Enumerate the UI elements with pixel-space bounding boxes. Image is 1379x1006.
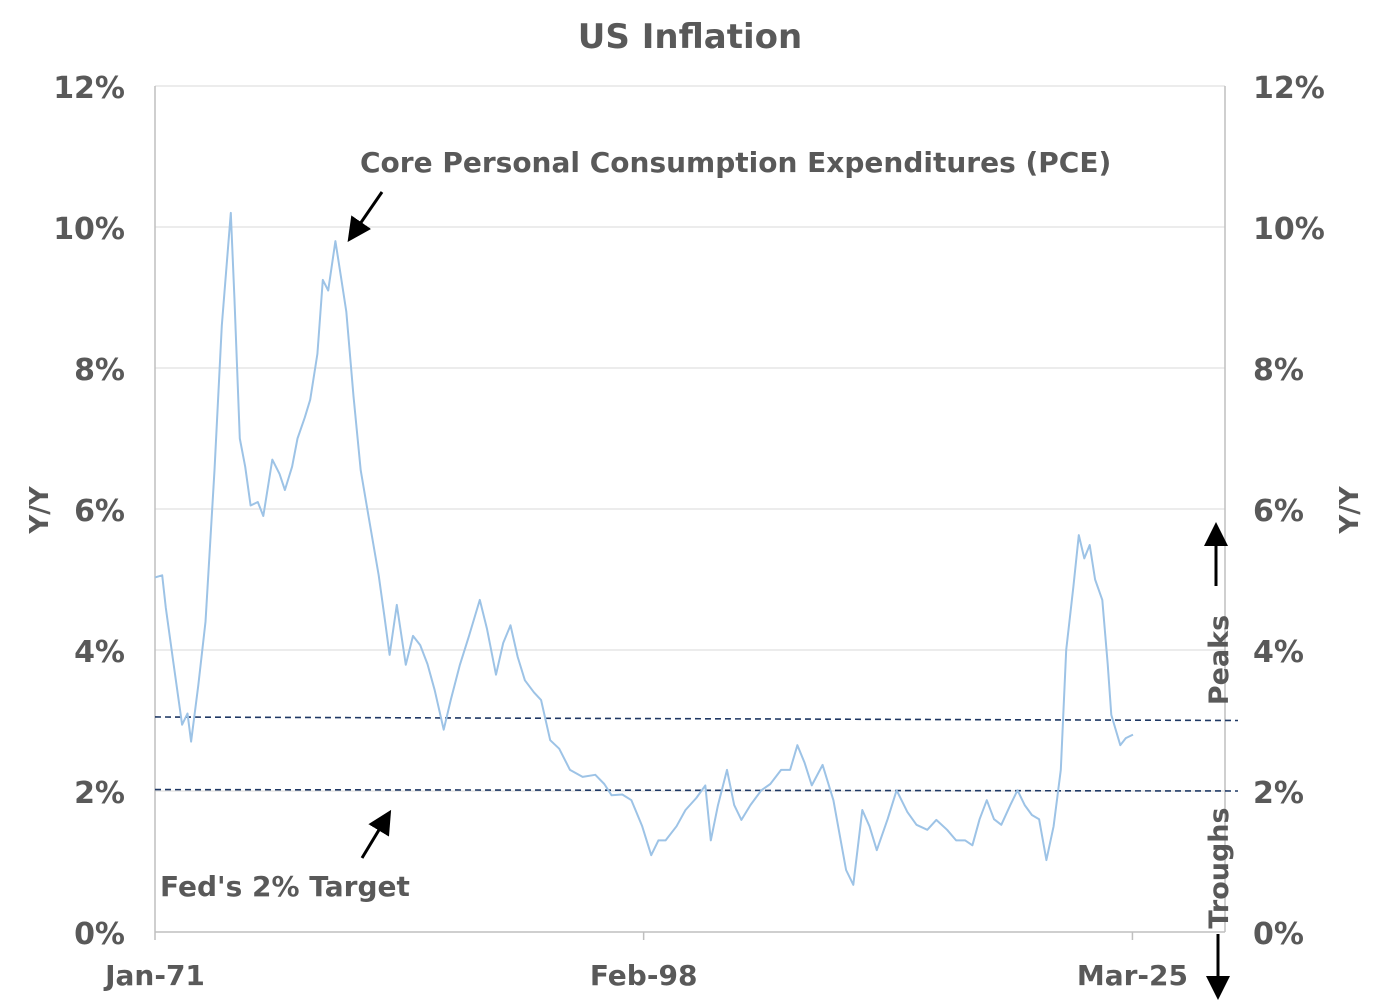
- chart-title: US Inflation: [578, 17, 802, 57]
- y-tick-label-left: 6%: [74, 494, 125, 529]
- y-tick-label-right: 6%: [1253, 494, 1304, 529]
- pce-annotation: Core Personal Consumption Expenditures (…: [360, 146, 1111, 179]
- y-tick-label-left: 12%: [53, 71, 125, 106]
- fed-target-arrow: [360, 809, 392, 859]
- y-tick-label-right: 0%: [1253, 917, 1304, 952]
- troughs-label: Troughs: [1204, 807, 1235, 928]
- y-tick-label-right: 10%: [1253, 212, 1325, 247]
- y-tick-label-right: 4%: [1253, 635, 1304, 670]
- y-tick-label-left: 10%: [53, 212, 125, 247]
- y-tick-label-right: 8%: [1253, 353, 1304, 388]
- y-tick-label-left: 8%: [74, 353, 125, 388]
- fed-target-annotation: Fed's 2% Target: [160, 870, 410, 903]
- x-tick-label: Jan-71: [103, 959, 205, 992]
- y-axis-label-left: Y/Y: [25, 485, 55, 534]
- y-tick-label-right: 2%: [1253, 776, 1304, 811]
- peaks-label: Peaks: [1204, 615, 1235, 705]
- x-tick-label: Mar-25: [1077, 959, 1188, 992]
- y-axis-label-right: Y/Y: [1335, 485, 1365, 534]
- series-line-core-pce: [154, 211, 1134, 886]
- y-tick-label-right: 12%: [1253, 71, 1325, 106]
- y-tick-label-left: 2%: [74, 776, 125, 811]
- x-tick-label: Feb-98: [590, 959, 698, 992]
- pce-arrow: [347, 191, 384, 242]
- y-tick-label-left: 4%: [74, 635, 125, 670]
- reference-line-peaks: [154, 716, 1239, 722]
- y-tick-label-left: 0%: [74, 917, 125, 952]
